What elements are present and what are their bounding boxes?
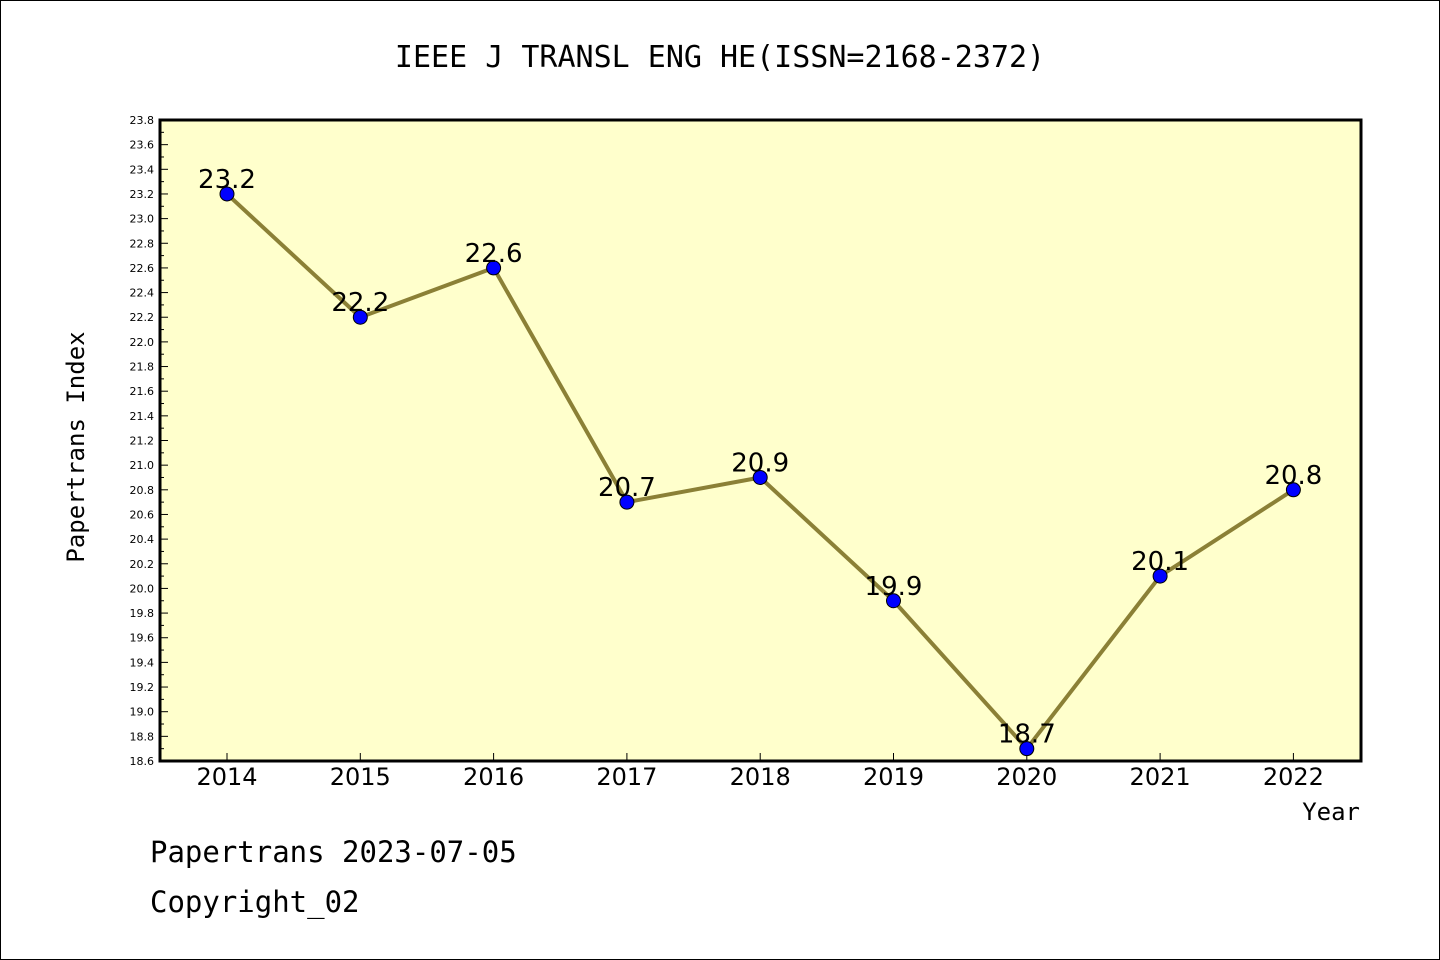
y-axis-title: Papertrans Index: [62, 331, 90, 562]
data-label: 20.1: [1131, 547, 1189, 577]
data-point-marker: [486, 260, 502, 276]
y-tick-label: 18.6: [130, 755, 155, 768]
y-tick-label: 23.0: [130, 213, 155, 226]
series-line-group: [219, 186, 1301, 757]
x-tick-label: 2014: [196, 763, 257, 791]
footer-copyright: Copyright_02: [150, 885, 360, 919]
data-label: 20.7: [598, 473, 656, 503]
x-tick-label: 2019: [863, 763, 924, 791]
y-tick-label: 19.4: [130, 656, 155, 669]
chart-title: IEEE J TRANSL ENG HE(ISSN=2168-2372): [395, 40, 1045, 75]
x-tick-label: 2021: [1130, 763, 1191, 791]
data-label: 23.2: [198, 165, 256, 195]
y-tick-label: 20.6: [130, 508, 155, 521]
y-tick-label: 22.0: [130, 336, 155, 349]
y-tick-label: 22.8: [130, 237, 155, 250]
y-tick-label: 20.2: [130, 558, 155, 571]
y-tick-label: 21.6: [130, 385, 155, 398]
y-tick-label: 22.6: [130, 262, 155, 275]
data-point-marker: [219, 186, 235, 202]
x-axis-title: Year: [1302, 798, 1360, 826]
data-point-marker: [352, 309, 368, 325]
data-label: 22.2: [331, 288, 389, 318]
data-label: 20.8: [1264, 461, 1322, 491]
data-point-marker: [1285, 482, 1301, 498]
x-tick-label: 2018: [730, 763, 791, 791]
y-tick-label: 20.4: [130, 533, 155, 546]
y-tick-label: 21.8: [130, 361, 155, 374]
data-point-marker: [619, 494, 635, 510]
y-tick-label: 23.2: [130, 188, 155, 201]
footer-date: Papertrans 2023-07-05: [150, 835, 517, 869]
x-tick-label: 2022: [1263, 763, 1324, 791]
y-tick-label: 22.2: [130, 311, 155, 324]
data-label: 22.6: [465, 239, 523, 269]
x-tick-label: 2016: [463, 763, 524, 791]
y-tick-label: 20.0: [130, 582, 155, 595]
y-tick-label: 23.6: [130, 139, 155, 152]
y-tick-label: 19.6: [130, 632, 155, 645]
data-point-marker: [1152, 568, 1168, 584]
y-tick-label: 19.8: [130, 607, 155, 620]
plot-area: [158, 118, 1363, 763]
x-tick-label: 2017: [596, 763, 657, 791]
data-point-marker: [886, 593, 901, 609]
x-tick-label: 2020: [996, 763, 1057, 791]
data-label: 20.9: [731, 448, 789, 478]
x-tick-label: 2015: [330, 763, 391, 791]
y-tick-label: 19.0: [130, 706, 155, 719]
data-point-marker: [1019, 741, 1035, 757]
y-tick-label: 23.8: [130, 114, 155, 127]
data-label: 18.7: [998, 720, 1056, 750]
y-tick-label: 23.4: [130, 163, 155, 176]
y-tick-label: 22.4: [130, 287, 155, 300]
x-axis: 2014 2015 2016 2017 2018 2019 2020 2021 2022: [196, 753, 1324, 791]
y-axis: 18.6 18.8 19.0 19.2 19.4 19.6 19.8 20.0 20.2 20.4…: [130, 114, 168, 768]
data-labels-group: 23.2 22.2 22.6 20.7 20.9 19.9 18.7 20.1 20.8: [198, 165, 1322, 750]
y-tick-label: 21.4: [130, 410, 155, 423]
data-label: 19.9: [865, 572, 923, 602]
data-point-marker: [752, 469, 768, 485]
y-tick-label: 20.8: [130, 484, 155, 497]
y-tick-label: 18.8: [130, 730, 155, 743]
y-tick-label: 19.2: [130, 681, 155, 694]
y-tick-label: 21.0: [130, 459, 155, 472]
y-tick-label: 21.2: [130, 435, 155, 448]
